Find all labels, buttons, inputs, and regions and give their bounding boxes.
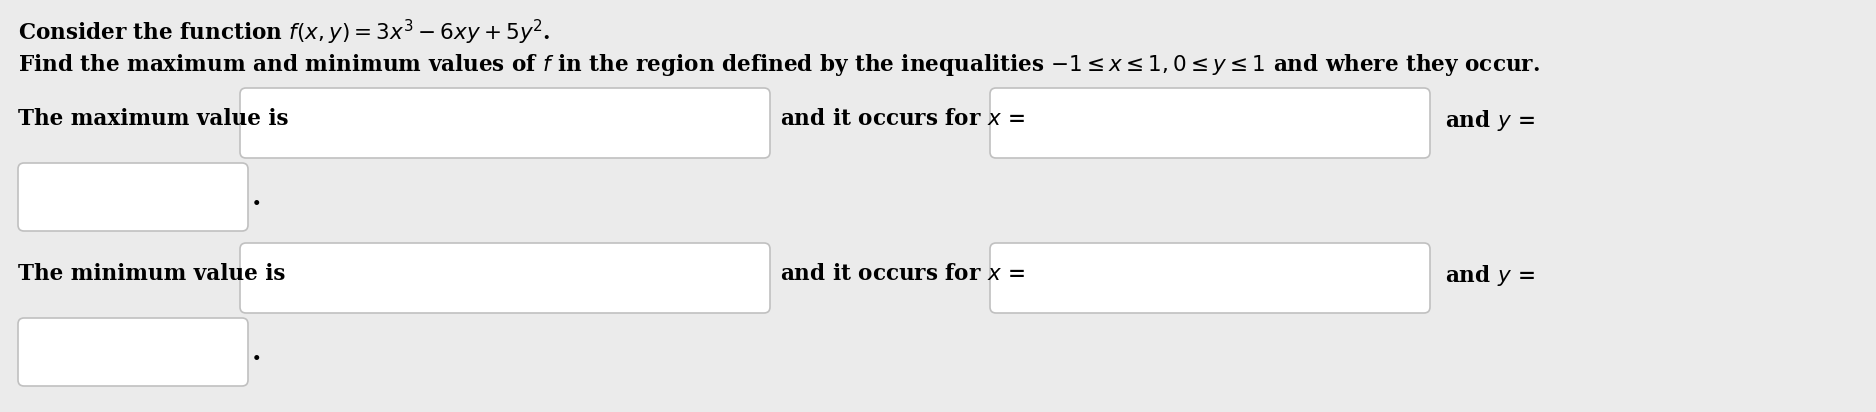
FancyBboxPatch shape <box>991 243 1430 313</box>
FancyBboxPatch shape <box>240 243 769 313</box>
Text: and $y$ =: and $y$ = <box>1445 108 1535 133</box>
Text: .: . <box>251 183 261 211</box>
Text: and it occurs for $x$ =: and it occurs for $x$ = <box>780 108 1024 130</box>
FancyBboxPatch shape <box>19 318 248 386</box>
Text: Find the maximum and minimum values of $f$ in the region defined by the inequali: Find the maximum and minimum values of $… <box>19 52 1540 78</box>
Text: The maximum value is: The maximum value is <box>19 108 289 130</box>
FancyBboxPatch shape <box>19 163 248 231</box>
FancyBboxPatch shape <box>991 88 1430 158</box>
Text: and it occurs for $x$ =: and it occurs for $x$ = <box>780 263 1024 285</box>
FancyBboxPatch shape <box>240 88 769 158</box>
Text: The minimum value is: The minimum value is <box>19 263 285 285</box>
Text: Consider the function $f(x, y) = 3x^3 - 6xy + 5y^2$.: Consider the function $f(x, y) = 3x^3 - … <box>19 18 552 47</box>
Text: .: . <box>251 339 261 365</box>
Text: and $y$ =: and $y$ = <box>1445 263 1535 288</box>
